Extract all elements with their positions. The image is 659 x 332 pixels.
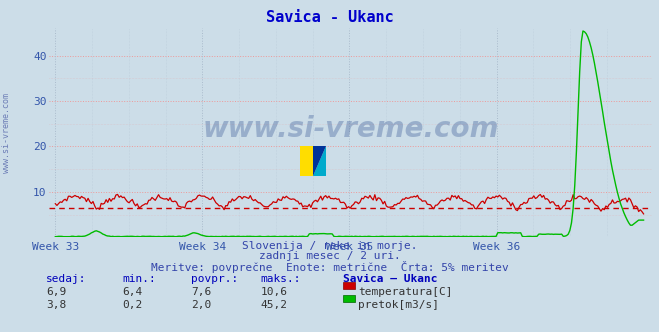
Text: 45,2: 45,2 — [260, 300, 287, 310]
Polygon shape — [313, 146, 326, 176]
Text: 2,0: 2,0 — [191, 300, 212, 310]
Text: maks.:: maks.: — [260, 274, 301, 284]
Text: 3,8: 3,8 — [46, 300, 67, 310]
Text: temperatura[C]: temperatura[C] — [358, 287, 452, 297]
Text: min.:: min.: — [122, 274, 156, 284]
Text: 6,4: 6,4 — [122, 287, 142, 297]
Text: Slovenija / reke in morje.: Slovenija / reke in morje. — [242, 241, 417, 251]
Text: 0,2: 0,2 — [122, 300, 142, 310]
Text: 6,9: 6,9 — [46, 287, 67, 297]
Text: sedaj:: sedaj: — [46, 274, 86, 284]
Text: pretok[m3/s]: pretok[m3/s] — [358, 300, 439, 310]
Text: 7,6: 7,6 — [191, 287, 212, 297]
Text: Savica – Ukanc: Savica – Ukanc — [343, 274, 437, 284]
Text: Savica - Ukanc: Savica - Ukanc — [266, 10, 393, 25]
Polygon shape — [313, 146, 326, 176]
Text: www.si-vreme.com: www.si-vreme.com — [203, 115, 499, 143]
Text: Meritve: povprečne  Enote: metrične  Črta: 5% meritev: Meritve: povprečne Enote: metrične Črta:… — [151, 261, 508, 273]
Text: povpr.:: povpr.: — [191, 274, 239, 284]
Bar — [300, 146, 313, 176]
Text: zadnji mesec / 2 uri.: zadnji mesec / 2 uri. — [258, 251, 401, 261]
Text: www.si-vreme.com: www.si-vreme.com — [2, 93, 11, 173]
Text: 10,6: 10,6 — [260, 287, 287, 297]
